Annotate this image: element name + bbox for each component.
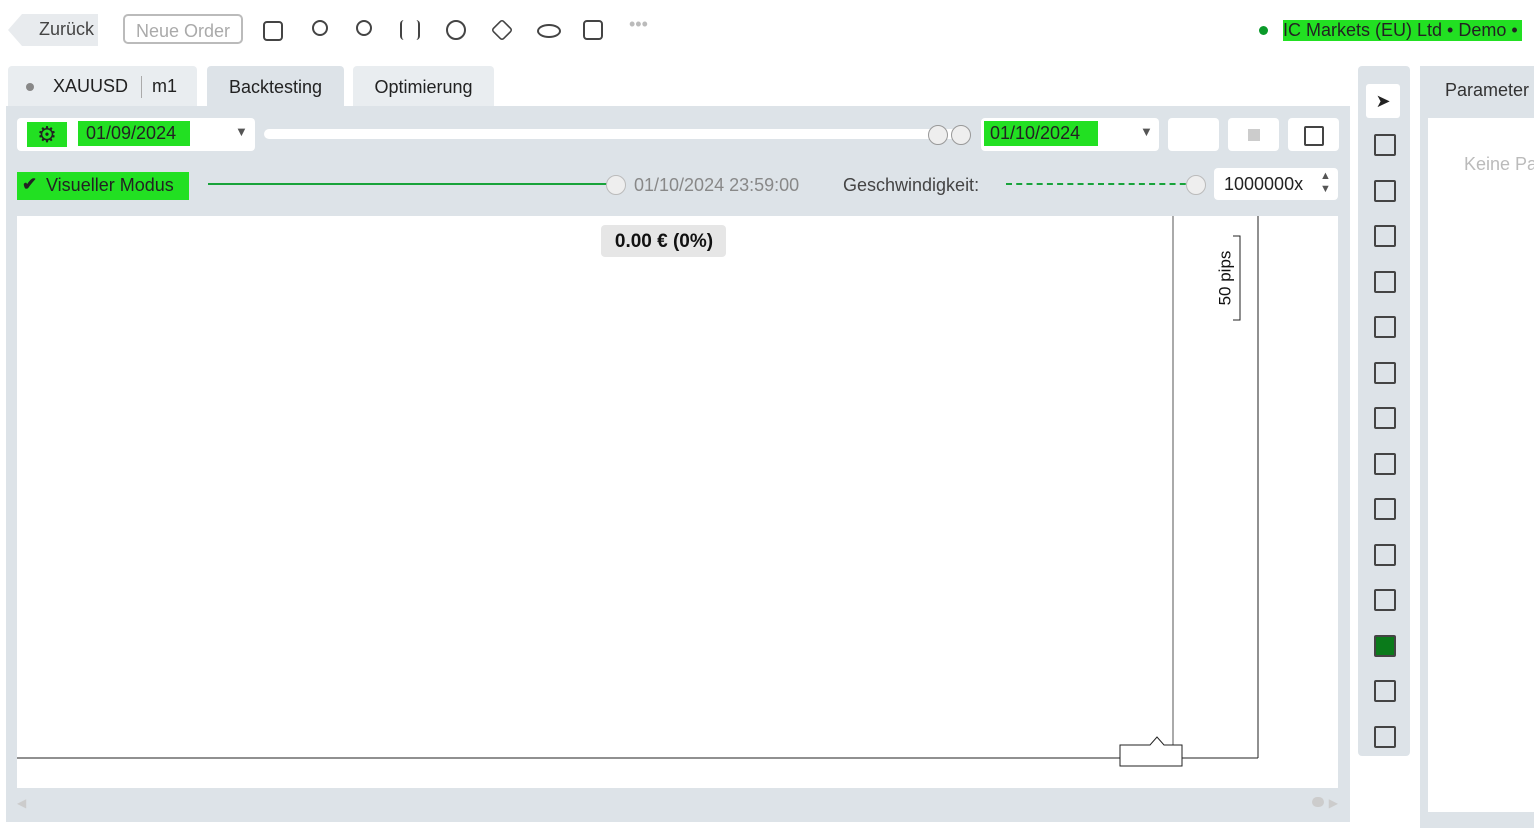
drawing-tool[interactable]	[1374, 680, 1396, 702]
range-slider[interactable]	[264, 129, 962, 139]
drawing-tool[interactable]	[1374, 452, 1396, 475]
back-button[interactable]	[8, 14, 98, 46]
speed-handle[interactable]	[1186, 175, 1206, 195]
pnl: 0.00 € (0%)	[615, 231, 713, 252]
drawing-tool[interactable]	[1374, 498, 1396, 520]
chart-background	[17, 216, 1338, 788]
drawing-tool[interactable]	[1374, 407, 1396, 429]
drawing-tool[interactable]	[1374, 179, 1396, 202]
check-mark: ✔	[22, 174, 38, 194]
drawing-tool[interactable]	[1374, 270, 1396, 293]
back-label: Zurück	[39, 19, 95, 39]
status-dot	[1259, 26, 1268, 35]
time-marker	[1119, 736, 1183, 767]
new-order-button[interactable]: Neue Order	[123, 14, 243, 44]
progress-line	[208, 183, 616, 185]
tab-optimization[interactable]: Optimierung	[353, 66, 494, 106]
select-tool[interactable]: ➤	[1366, 84, 1400, 118]
layout-icon[interactable]	[263, 21, 283, 41]
tab-backtesting[interactable]: Backtesting	[207, 66, 344, 106]
end-date-arrow: ▼	[1140, 124, 1153, 139]
settings-icon[interactable]	[583, 20, 603, 40]
timeframe: m1	[152, 76, 178, 96]
speed-label: Geschwindigkeit:	[843, 175, 980, 195]
symbol-tab[interactable]	[8, 66, 197, 106]
drawing-tool[interactable]	[1374, 225, 1396, 247]
slider-handle[interactable]	[928, 125, 948, 145]
progress-handle[interactable]	[606, 175, 626, 195]
end-date: 01/10/2024	[984, 121, 1099, 146]
stop-button[interactable]	[1228, 118, 1279, 151]
pips-bracket	[1233, 235, 1241, 321]
gear-icon[interactable]: ⚙	[27, 122, 67, 147]
speed-spinner[interactable]: ▲ ▼	[1320, 170, 1331, 195]
save-button[interactable]	[1288, 118, 1339, 151]
parameter-body: Keine Pa	[1428, 118, 1534, 812]
view-icon[interactable]	[537, 24, 561, 38]
start-date: 01/09/2024	[78, 121, 191, 146]
drawing-tool[interactable]	[1374, 634, 1396, 657]
drawing-tool[interactable]	[1374, 361, 1396, 384]
drawing-tool[interactable]	[1374, 543, 1396, 566]
play-button[interactable]	[1168, 118, 1219, 151]
visual-mode-check[interactable]	[17, 172, 189, 200]
drawing-tool[interactable]	[1374, 316, 1396, 338]
drawing-tool[interactable]	[1374, 134, 1396, 156]
tab-separator	[141, 76, 142, 98]
broker: IC Markets (EU) Ltd • Demo •	[1283, 20, 1522, 41]
parameter-empty: Keine Pa	[1464, 154, 1534, 174]
layers-icon[interactable]	[490, 18, 514, 42]
pnl-box	[601, 225, 726, 257]
symbol-dot	[26, 83, 34, 91]
chart: 0.00 € (0%) 50 pips	[17, 216, 1338, 788]
zoom-in-icon[interactable]	[356, 20, 372, 36]
scrollbar[interactable]: ◀ ▶	[17, 796, 1338, 810]
symbol: XAUUSD	[53, 76, 129, 96]
speed-line	[1006, 183, 1196, 185]
parameter-title: Parameter	[1445, 80, 1530, 100]
chart-type-icon[interactable]	[400, 20, 420, 40]
speed-field[interactable]: 1000000x	[1214, 168, 1338, 200]
drawing-tool[interactable]	[1374, 589, 1396, 611]
current-time: 01/10/2024 23:59:00	[634, 175, 800, 195]
slider-handle[interactable]	[951, 125, 971, 145]
pips-label: 50 pips	[1215, 251, 1234, 306]
indicator-icon[interactable]	[446, 20, 466, 40]
zoom-out-icon[interactable]	[312, 20, 328, 36]
start-date-arrow: ▼	[235, 124, 248, 139]
visual-mode: Visueller Modus	[46, 175, 174, 195]
drawing-tool[interactable]	[1374, 725, 1396, 748]
more-icon[interactable]: •••	[629, 14, 648, 34]
